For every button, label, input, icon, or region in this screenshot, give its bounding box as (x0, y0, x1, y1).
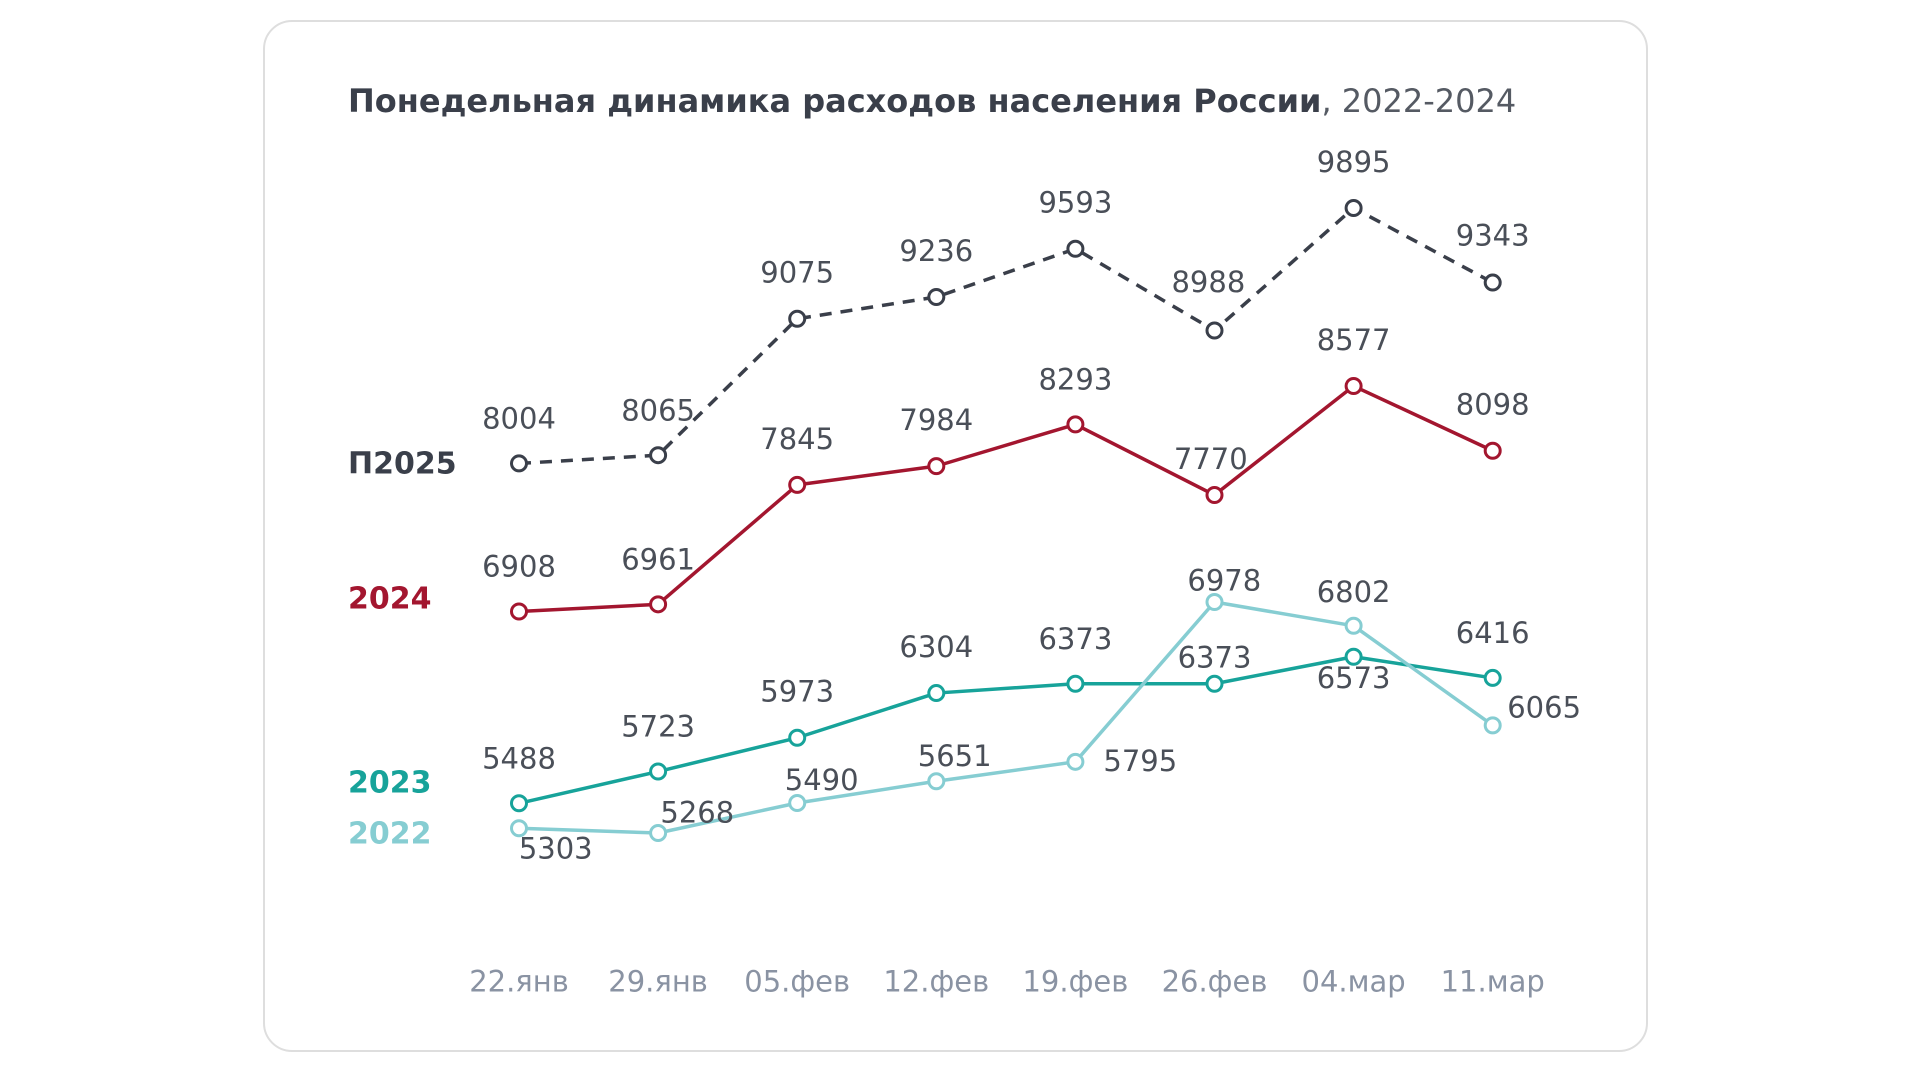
point-marker (1205, 593, 1224, 612)
point-marker (788, 728, 807, 747)
x-tick-label: 12.фев (883, 964, 989, 998)
point-marker (649, 595, 668, 614)
point-marker (1344, 616, 1363, 635)
data-label: 8065 (621, 393, 695, 427)
point-marker (788, 794, 807, 813)
legend-label: 2024 (348, 582, 432, 617)
card (263, 20, 1648, 1052)
data-label: 8293 (1038, 363, 1112, 397)
x-tick-label: 26.фев (1162, 964, 1268, 998)
point-marker (788, 309, 807, 328)
data-label: 8988 (1171, 265, 1245, 299)
x-tick-label: 19.фев (1022, 964, 1128, 998)
data-label: 6573 (1317, 661, 1391, 695)
point-marker (510, 794, 528, 813)
data-label: 5490 (785, 763, 859, 797)
data-label: 5973 (760, 675, 834, 709)
series-line (518, 654, 1493, 805)
point-marker (1483, 716, 1502, 735)
data-label: 6304 (899, 630, 973, 664)
point-marker (1066, 415, 1085, 434)
point-marker (788, 475, 807, 494)
point-marker (927, 772, 946, 791)
series-line (518, 206, 1494, 466)
point-marker (1205, 321, 1224, 340)
point-marker (510, 819, 528, 838)
title-group: Понедельная динамика расходов населения … (348, 82, 1516, 120)
data-label: 8577 (1317, 323, 1391, 357)
point-marker (510, 454, 528, 473)
legend-label: 2022 (348, 817, 432, 852)
point-marker (1483, 273, 1502, 292)
data-label: 6373 (1178, 640, 1252, 674)
x-tick-label: 05.фев (744, 964, 850, 998)
data-label: 9236 (899, 234, 973, 268)
data-label: 5723 (621, 710, 695, 744)
point-marker (1344, 377, 1363, 396)
series-line (518, 384, 1494, 614)
point-marker (1483, 668, 1502, 687)
point-marker (510, 602, 528, 621)
point-marker (1066, 239, 1085, 258)
data-label: 5795 (1103, 744, 1177, 778)
data-label: 6416 (1456, 616, 1530, 650)
chart-title: Понедельная динамика расходов населения … (348, 82, 1321, 120)
x-tick-label: 11.мар (1441, 964, 1545, 998)
point-marker (927, 288, 946, 307)
data-label: 5651 (918, 739, 992, 773)
data-label: 6978 (1187, 563, 1261, 597)
point-marker (1205, 674, 1224, 693)
point-marker (927, 684, 946, 703)
point-marker (1483, 441, 1502, 460)
data-label: 6908 (482, 550, 556, 584)
data-label: 8004 (482, 402, 556, 436)
legend-label: П2025 (348, 447, 457, 482)
data-label: 7845 (760, 422, 834, 456)
point-marker (649, 446, 668, 465)
data-label: 6802 (1317, 575, 1391, 609)
data-label: 9895 (1317, 145, 1391, 179)
point-marker (1066, 674, 1085, 693)
data-label: 7984 (899, 403, 973, 437)
data-label: 8098 (1456, 388, 1530, 422)
point-marker (1066, 752, 1085, 771)
legend-label: 2023 (348, 766, 432, 801)
point-marker (1205, 486, 1224, 505)
point-marker (649, 824, 668, 842)
chart-subtitle: , 2022-2024 (1321, 82, 1516, 120)
data-label: 9343 (1456, 218, 1530, 252)
data-label: 7770 (1174, 442, 1248, 476)
data-label: 6373 (1038, 622, 1112, 656)
point-marker (649, 762, 668, 781)
data-label: 9593 (1038, 186, 1112, 220)
data-label: 5488 (482, 741, 556, 775)
data-label: 5268 (660, 796, 734, 830)
data-label: 5303 (519, 831, 593, 865)
series-line (518, 600, 1494, 835)
data-label: 6065 (1507, 690, 1581, 724)
point-marker (1344, 647, 1363, 666)
data-label: 9075 (760, 256, 834, 290)
data-label: 6961 (621, 542, 695, 576)
x-tick-label: 04.мар (1302, 964, 1406, 998)
point-marker (927, 457, 946, 476)
x-tick-label: 29.янв (608, 964, 708, 998)
x-tick-label: 22.янв (469, 964, 569, 998)
point-marker (1344, 199, 1363, 217)
